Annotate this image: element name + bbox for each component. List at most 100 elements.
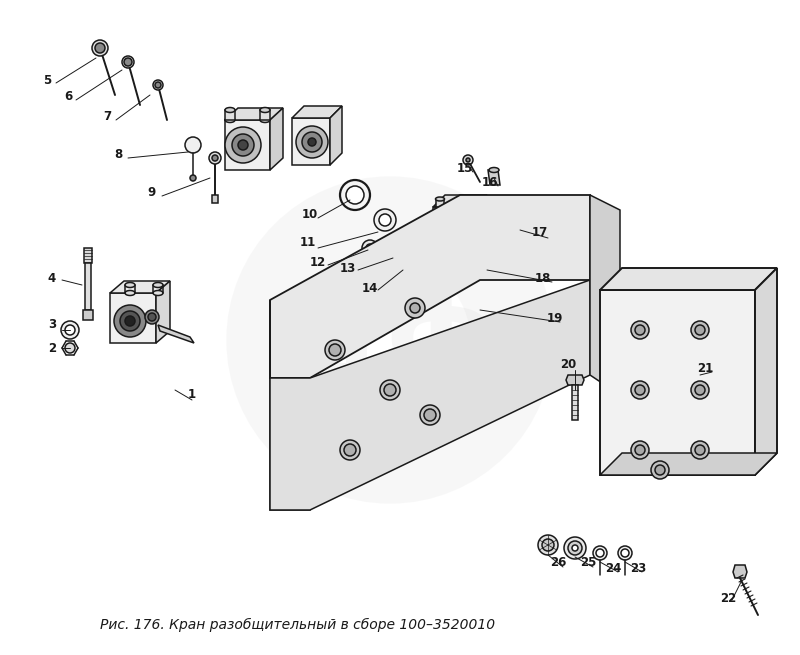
Polygon shape	[733, 565, 747, 578]
Circle shape	[344, 444, 356, 456]
Circle shape	[302, 132, 322, 152]
Circle shape	[114, 305, 146, 337]
Circle shape	[209, 152, 221, 164]
Circle shape	[232, 134, 254, 156]
Ellipse shape	[462, 205, 471, 209]
Polygon shape	[225, 110, 235, 120]
Polygon shape	[83, 310, 93, 320]
Circle shape	[635, 325, 645, 335]
Circle shape	[125, 316, 135, 326]
Circle shape	[631, 381, 649, 399]
Polygon shape	[212, 195, 218, 203]
Circle shape	[691, 441, 709, 459]
Circle shape	[65, 343, 75, 353]
Circle shape	[366, 244, 374, 252]
Circle shape	[340, 440, 360, 460]
Ellipse shape	[462, 197, 471, 201]
Text: 5: 5	[43, 73, 51, 86]
Circle shape	[466, 158, 470, 162]
Ellipse shape	[260, 107, 270, 113]
Polygon shape	[488, 170, 500, 185]
Circle shape	[655, 465, 665, 475]
Polygon shape	[600, 453, 777, 475]
Polygon shape	[600, 268, 777, 290]
Circle shape	[384, 384, 396, 396]
Ellipse shape	[225, 117, 235, 122]
Polygon shape	[225, 120, 270, 170]
Text: 2: 2	[48, 341, 56, 354]
Circle shape	[631, 321, 649, 339]
Polygon shape	[110, 281, 170, 293]
Circle shape	[618, 546, 632, 560]
Polygon shape	[225, 108, 283, 120]
Circle shape	[695, 385, 705, 395]
Ellipse shape	[379, 214, 391, 226]
Polygon shape	[270, 280, 590, 510]
Circle shape	[568, 541, 582, 555]
Text: 3: 3	[48, 318, 56, 331]
Circle shape	[651, 461, 669, 479]
Polygon shape	[292, 118, 330, 165]
Text: 20: 20	[560, 358, 576, 371]
Circle shape	[238, 140, 248, 150]
Circle shape	[225, 127, 261, 163]
Text: Рис. 176. Кран разобщительный в сборе 100–3520010: Рис. 176. Кран разобщительный в сборе 10…	[100, 618, 495, 632]
Circle shape	[564, 537, 586, 559]
Polygon shape	[330, 106, 342, 165]
Text: 22: 22	[720, 591, 736, 605]
Polygon shape	[85, 263, 91, 310]
Circle shape	[190, 175, 196, 181]
Ellipse shape	[153, 282, 163, 288]
Text: 23: 23	[630, 561, 646, 574]
Circle shape	[145, 310, 159, 324]
Text: 26: 26	[550, 557, 566, 569]
Polygon shape	[566, 375, 584, 385]
Text: 17: 17	[532, 225, 548, 238]
Circle shape	[212, 155, 218, 161]
Circle shape	[155, 82, 161, 88]
Polygon shape	[755, 268, 777, 475]
Circle shape	[308, 138, 316, 146]
Circle shape	[95, 43, 105, 53]
Ellipse shape	[489, 168, 499, 172]
Circle shape	[695, 445, 705, 455]
Ellipse shape	[435, 197, 445, 201]
Circle shape	[596, 549, 604, 557]
Polygon shape	[590, 195, 620, 395]
Text: 12: 12	[310, 255, 326, 269]
Ellipse shape	[125, 291, 135, 295]
Text: 15: 15	[457, 162, 473, 174]
Ellipse shape	[374, 209, 396, 231]
Text: 4: 4	[48, 272, 56, 284]
Circle shape	[405, 298, 425, 318]
Polygon shape	[84, 248, 92, 263]
Polygon shape	[436, 199, 444, 207]
Polygon shape	[270, 108, 283, 170]
Polygon shape	[475, 195, 487, 250]
Text: 6: 6	[64, 90, 72, 103]
Polygon shape	[600, 290, 755, 475]
Polygon shape	[572, 385, 578, 420]
Circle shape	[691, 381, 709, 399]
Circle shape	[478, 253, 488, 263]
Circle shape	[424, 409, 436, 421]
Text: 14: 14	[362, 282, 378, 295]
Text: 24: 24	[605, 561, 621, 574]
Polygon shape	[156, 281, 170, 343]
Ellipse shape	[225, 107, 235, 113]
Circle shape	[296, 126, 328, 158]
Circle shape	[691, 321, 709, 339]
Circle shape	[185, 137, 201, 153]
Ellipse shape	[346, 186, 364, 204]
Circle shape	[635, 445, 645, 455]
Circle shape	[65, 325, 75, 335]
Circle shape	[443, 216, 471, 244]
Circle shape	[325, 340, 345, 360]
Circle shape	[467, 229, 479, 241]
Text: 18: 18	[535, 272, 551, 284]
Ellipse shape	[153, 291, 163, 295]
Polygon shape	[393, 240, 400, 258]
Ellipse shape	[125, 282, 135, 288]
Text: 16: 16	[482, 176, 498, 189]
Text: 10: 10	[302, 208, 318, 221]
